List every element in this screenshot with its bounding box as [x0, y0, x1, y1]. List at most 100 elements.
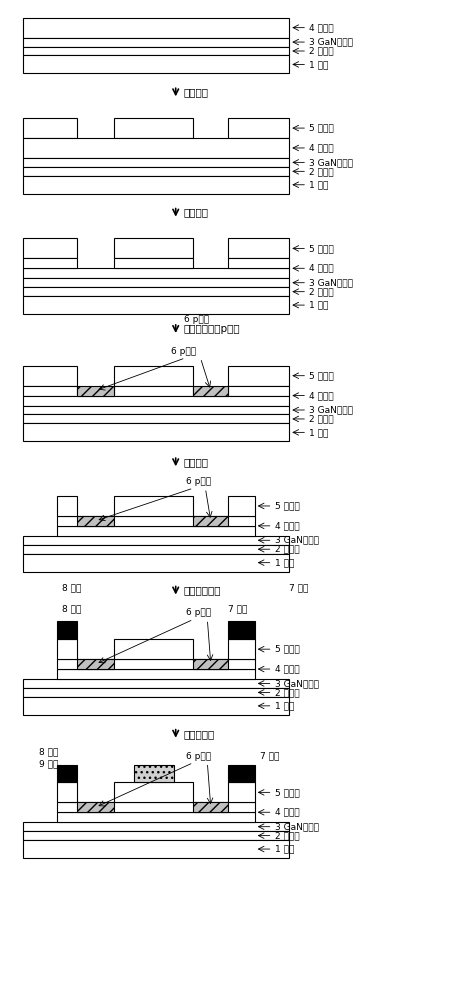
Bar — [194, 659, 228, 669]
Text: 1 衬底: 1 衬底 — [274, 558, 294, 567]
Text: 4 势垒层: 4 势垒层 — [309, 391, 334, 400]
Bar — [114, 496, 194, 516]
Text: 2 缓冲层: 2 缓冲层 — [309, 414, 334, 423]
Text: 1 衬底: 1 衬底 — [309, 428, 329, 437]
Text: 5 钝化层: 5 钝化层 — [274, 788, 299, 797]
Bar — [23, 688, 290, 697]
Bar — [228, 386, 290, 396]
Text: 3 GaN沟道层: 3 GaN沟道层 — [309, 278, 353, 287]
Text: 台面隔离: 台面隔离 — [184, 457, 209, 467]
Bar — [57, 765, 77, 782]
Bar — [134, 765, 174, 782]
Text: 1 衬底: 1 衬底 — [274, 845, 294, 854]
Bar — [57, 621, 77, 639]
Bar — [23, 406, 290, 414]
Bar — [228, 621, 255, 639]
Bar — [23, 697, 290, 715]
Bar — [23, 545, 290, 554]
Bar — [23, 167, 290, 176]
Bar — [23, 386, 77, 396]
Bar — [77, 516, 114, 526]
Bar — [228, 639, 255, 659]
Text: 3 GaN沟道层: 3 GaN沟道层 — [309, 38, 353, 47]
Bar — [57, 782, 77, 802]
Text: 4 势垒层: 4 势垒层 — [274, 665, 299, 674]
Bar — [23, 55, 290, 73]
Text: 1 衬底: 1 衬底 — [309, 301, 329, 310]
Bar — [23, 268, 290, 278]
Text: 6 p型层: 6 p型层 — [186, 477, 211, 486]
Bar — [23, 831, 290, 840]
Text: 3 GaN沟道层: 3 GaN沟道层 — [274, 536, 319, 545]
Text: 制备源漏电极: 制备源漏电极 — [184, 585, 221, 595]
Bar — [23, 536, 290, 545]
Text: 5 钝化层: 5 钝化层 — [309, 371, 334, 380]
Text: 5 钝化层: 5 钝化层 — [274, 501, 299, 510]
Bar — [23, 366, 77, 386]
Text: 2 缓冲层: 2 缓冲层 — [274, 545, 299, 554]
Bar — [23, 158, 290, 167]
Text: 4 势垒层: 4 势垒层 — [309, 23, 334, 32]
Bar — [228, 366, 290, 386]
Bar — [23, 278, 290, 287]
Text: 3 GaN沟道层: 3 GaN沟道层 — [309, 406, 353, 415]
Bar — [57, 802, 255, 812]
Bar — [57, 812, 255, 822]
Bar — [23, 176, 290, 194]
Bar — [114, 258, 194, 268]
Text: 7 漏极: 7 漏极 — [290, 583, 309, 592]
Bar — [57, 496, 77, 516]
Bar — [23, 287, 290, 296]
Bar — [77, 386, 114, 396]
Bar — [23, 679, 290, 688]
Text: 制备凹槽: 制备凹槽 — [184, 208, 209, 218]
Bar — [114, 118, 194, 138]
Bar — [114, 639, 194, 659]
Bar — [194, 802, 228, 812]
Text: 4 势垒层: 4 势垒层 — [309, 143, 334, 152]
Bar — [23, 47, 290, 55]
Text: 1 衬底: 1 衬底 — [309, 180, 329, 189]
Text: 5 钝化层: 5 钝化层 — [309, 124, 334, 133]
Text: 7 漏极: 7 漏极 — [228, 604, 248, 613]
Bar — [23, 18, 290, 38]
Bar — [57, 669, 255, 679]
Bar — [194, 516, 228, 526]
Bar — [23, 554, 290, 572]
Bar — [114, 386, 194, 396]
Text: 3 GaN沟道层: 3 GaN沟道层 — [309, 158, 353, 167]
Text: 1 衬底: 1 衬底 — [274, 701, 294, 710]
Bar — [23, 822, 290, 831]
Bar — [23, 296, 290, 314]
Text: 8 源极: 8 源极 — [39, 748, 59, 757]
Text: 6 p型层: 6 p型层 — [184, 315, 209, 324]
Bar — [23, 396, 290, 406]
Bar — [23, 414, 290, 423]
Bar — [228, 258, 290, 268]
Text: 6 p型层: 6 p型层 — [186, 752, 211, 761]
Text: 6 p型层: 6 p型层 — [171, 347, 196, 356]
Text: 2 缓冲层: 2 缓冲层 — [274, 688, 299, 697]
Text: 2 缓冲层: 2 缓冲层 — [274, 831, 299, 840]
Bar — [23, 138, 290, 158]
Bar — [23, 258, 77, 268]
Text: 制备掩膜: 制备掩膜 — [184, 87, 209, 97]
Text: 2 缓冲层: 2 缓冲层 — [309, 47, 334, 56]
Bar — [23, 118, 77, 138]
Bar — [23, 38, 290, 47]
Text: 9 栅极: 9 栅极 — [39, 760, 59, 768]
Bar — [57, 659, 255, 669]
Bar — [23, 238, 77, 258]
Bar — [57, 639, 77, 659]
Bar — [57, 516, 255, 526]
Bar — [57, 526, 255, 536]
Bar — [228, 496, 255, 516]
Text: 8 源极: 8 源极 — [62, 583, 81, 592]
Text: 4 势垒层: 4 势垒层 — [274, 521, 299, 530]
Bar — [114, 782, 194, 802]
Text: 3 GaN沟道层: 3 GaN沟道层 — [274, 679, 319, 688]
Text: 2 缓冲层: 2 缓冲层 — [309, 287, 334, 296]
Bar — [194, 386, 228, 396]
Bar — [228, 765, 255, 782]
Text: 制备栅电极: 制备栅电极 — [184, 729, 215, 739]
